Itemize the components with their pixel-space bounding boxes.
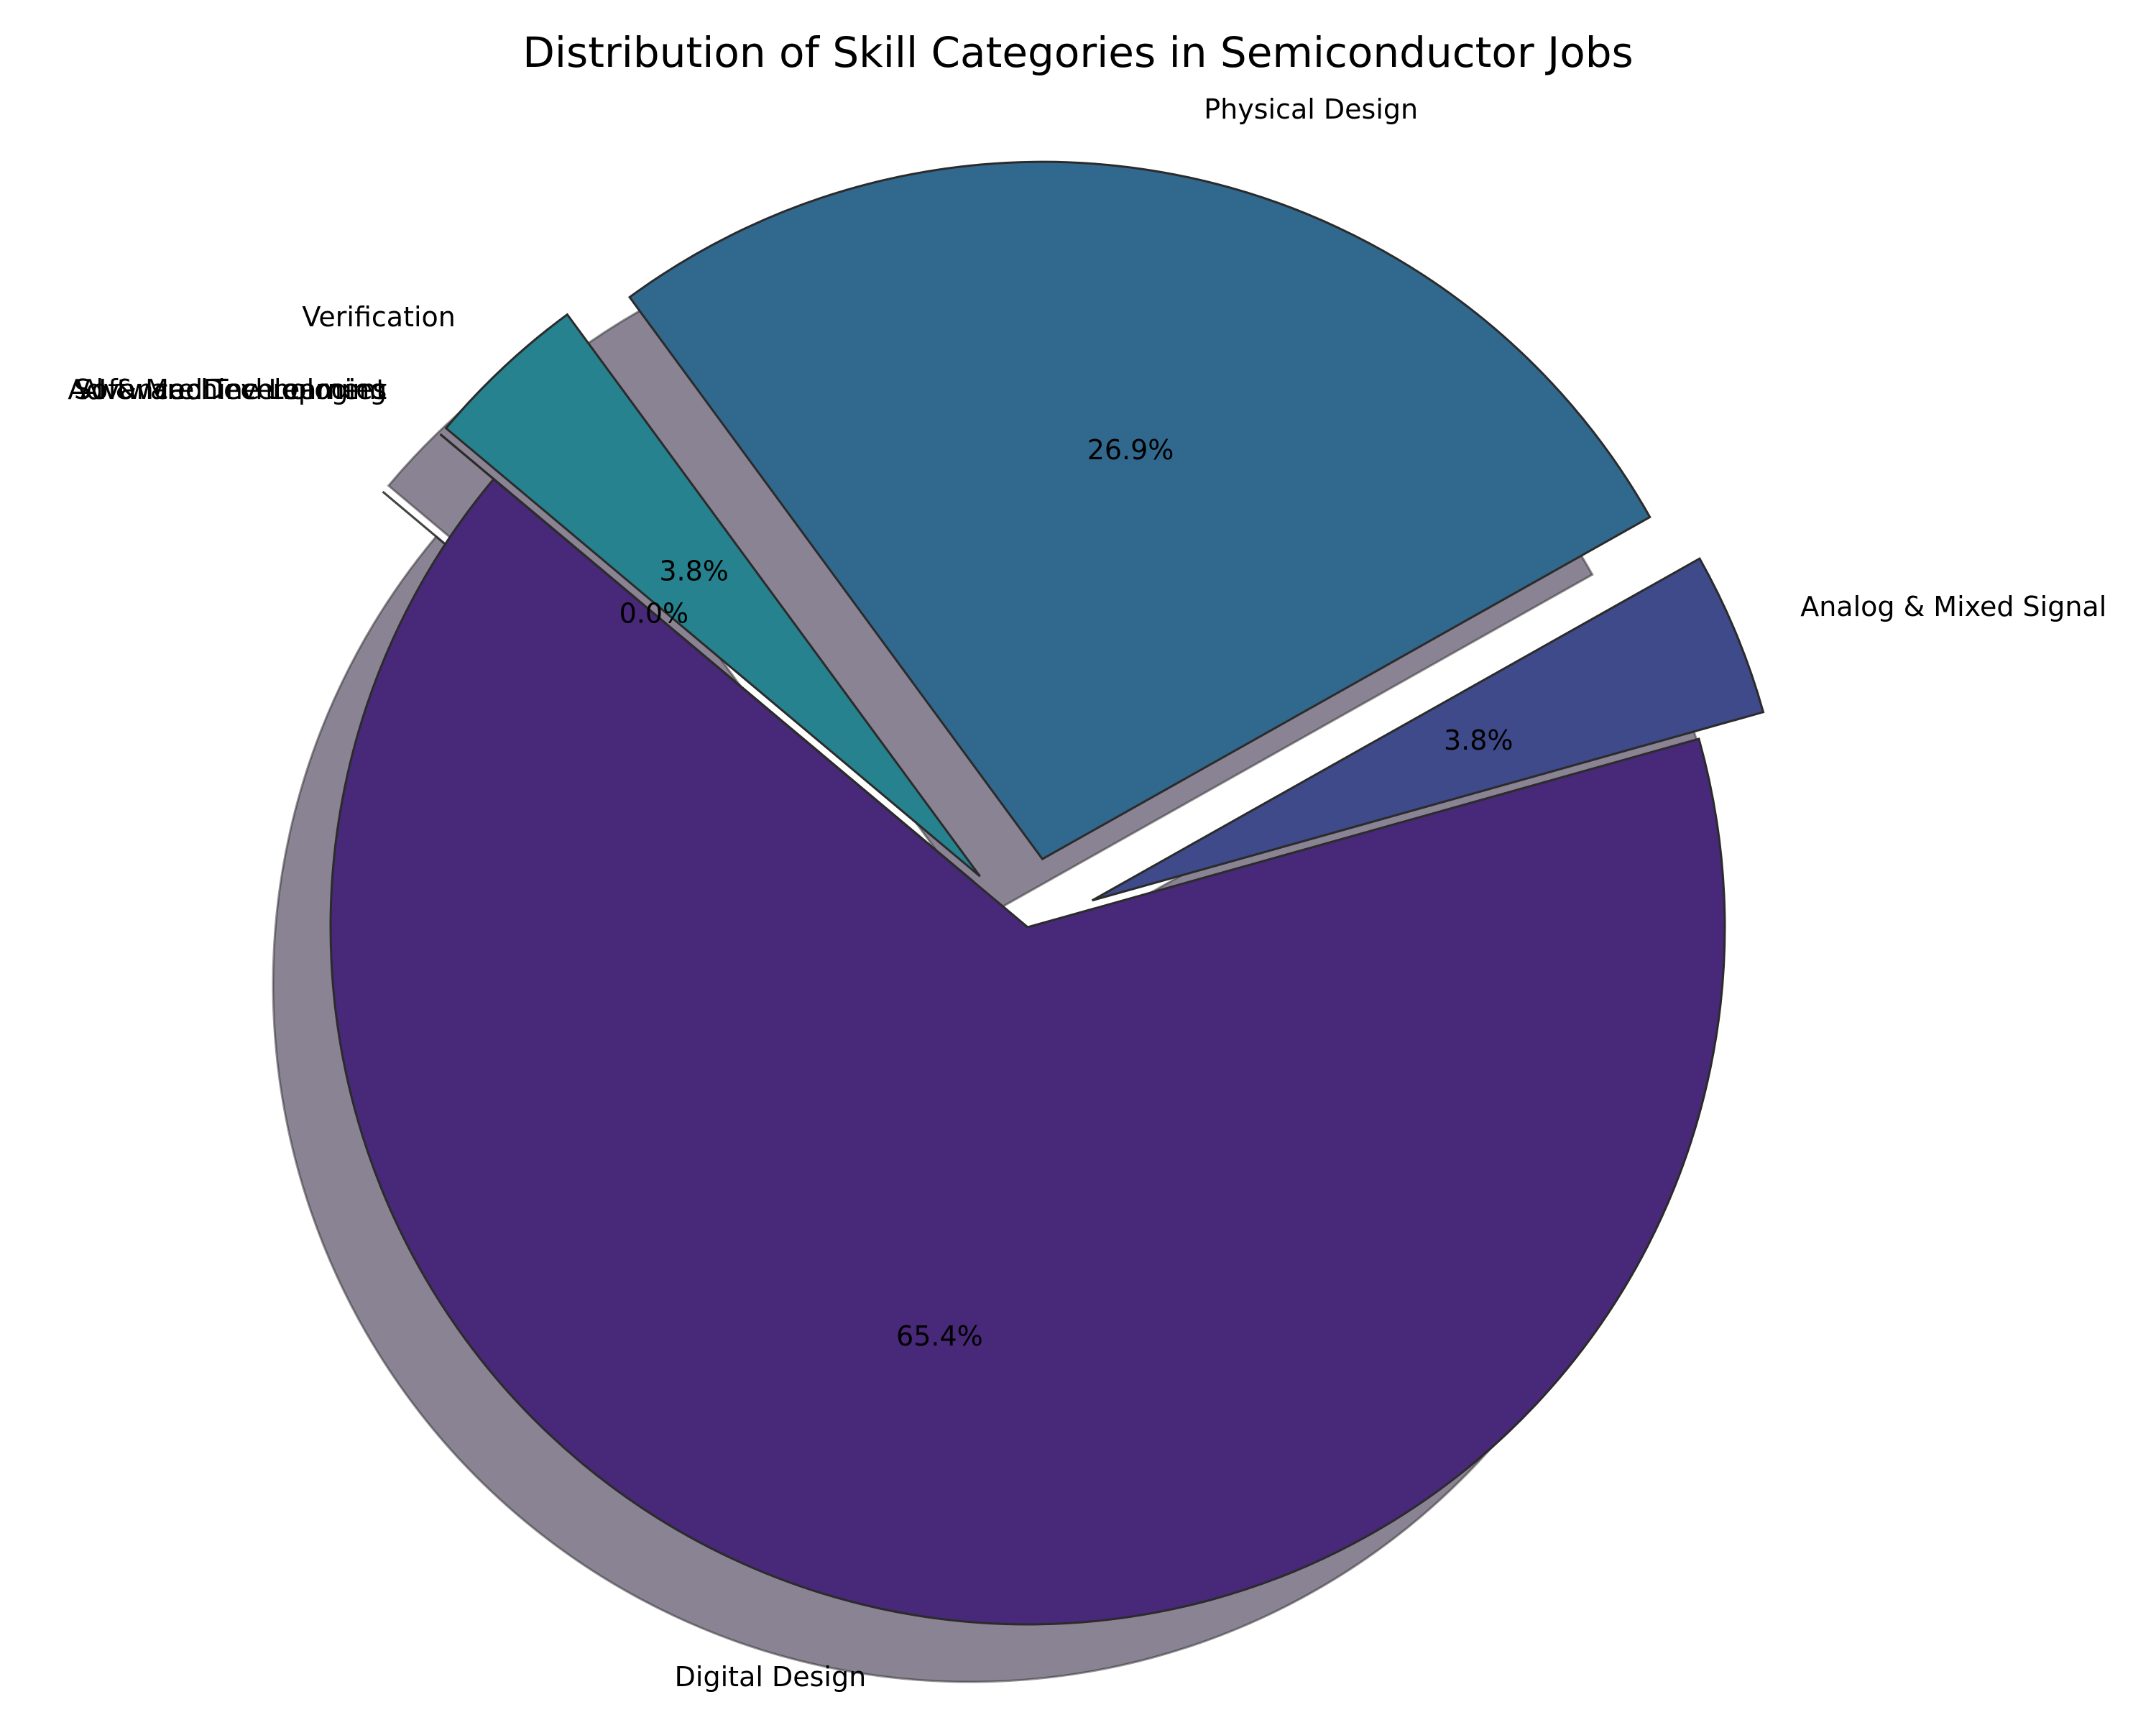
slice-label-advanced-technologies: Advanced Technologies [68, 374, 387, 405]
slice-labels: Digital Design Analog & Mixed Signal Physi… [68, 93, 2106, 1693]
pie-slice-verification[interactable] [444, 313, 981, 878]
slice-percentages: 65.4% 3.8% 26.9% 3.8% 0.0% [619, 434, 1514, 1352]
slice-label-software-development: Software Development [74, 374, 387, 405]
slice-label-physical-design: Physical Design [1204, 93, 1418, 125]
slice-label-verification: Verification [302, 301, 456, 333]
slice-percent-software-development: 0.0% [619, 598, 689, 630]
slice-label-ai-machine-learning: AI & Machine Learning [80, 374, 387, 405]
slice-label-digital-design: Digital Design [675, 1661, 867, 1693]
pie-slice-physical-design[interactable] [627, 160, 1651, 861]
slice-percent-analog-mixed-signal: 3.8% [1444, 724, 1514, 756]
pie-slices [329, 160, 1765, 1626]
pie-slice-advanced-technologies[interactable] [439, 433, 975, 883]
pie-slice-digital-design[interactable] [329, 477, 1726, 1626]
chart-title: Distribution of Skill Categories in Semi… [522, 28, 1634, 77]
slice-label-analog-mixed-signal: Analog & Mixed Signal [1800, 591, 2106, 622]
slice-percent-physical-design: 26.9% [1087, 434, 1174, 466]
slice-percent-digital-design: 65.4% [896, 1320, 983, 1352]
pie-slice-analog-mixed-signal[interactable] [1091, 557, 1765, 902]
slice-percent-verification: 3.8% [659, 556, 729, 587]
